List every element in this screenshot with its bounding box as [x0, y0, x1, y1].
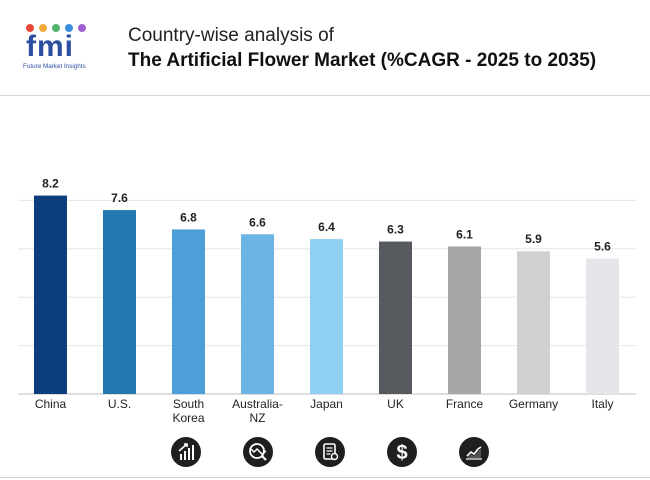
- logo-brand-text: fmi: [26, 30, 74, 63]
- bar-value-label: 5.9: [525, 232, 542, 246]
- x-tick-label: NZ: [250, 411, 266, 425]
- bar-u-s-: [103, 210, 136, 394]
- logo-dot: [26, 24, 34, 32]
- header: fmi Future Market Insights Country-wise …: [0, 0, 650, 95]
- bar-south-korea: [172, 229, 205, 394]
- logo-dot: [78, 24, 86, 32]
- bar-value-label: 6.1: [456, 227, 473, 241]
- footer-icon-row: $: [0, 437, 650, 471]
- bar-value-label: 6.3: [387, 223, 404, 237]
- logo-tagline: Future Market Insights: [23, 63, 86, 70]
- market-analysis-icon: [243, 437, 273, 467]
- bar-germany: [517, 251, 550, 394]
- x-tick-label: UK: [387, 397, 404, 411]
- x-tick-label: Germany: [509, 397, 558, 411]
- x-tick-label: Australia-: [232, 397, 283, 411]
- bar-australia-nz: [241, 234, 274, 394]
- growth-chart-icon: [171, 437, 201, 467]
- logo-dots: [26, 24, 86, 32]
- logo-dot: [52, 24, 60, 32]
- bar-china: [34, 195, 67, 394]
- bar-value-label: 6.6: [249, 215, 266, 229]
- x-tick-label: France: [446, 397, 484, 411]
- fmi-logo: fmi Future Market Insights: [23, 24, 86, 70]
- x-tick-label: Korea: [172, 411, 204, 425]
- dollar-icon: $: [387, 437, 417, 467]
- svg-text:$: $: [396, 442, 407, 464]
- bar-japan: [310, 239, 343, 394]
- bar-value-label: 8.2: [42, 177, 59, 191]
- bar-value-label: 5.6: [594, 239, 611, 253]
- report-document-icon: [315, 437, 345, 467]
- bar-value-label: 6.4: [318, 220, 335, 234]
- trend-line-icon: [459, 437, 489, 467]
- footer-divider: [0, 477, 650, 478]
- header-divider: [0, 95, 650, 96]
- bar-value-label: 7.6: [111, 191, 128, 205]
- chart-title-line1: Country-wise analysis of: [128, 25, 334, 46]
- logo-dot: [65, 24, 73, 32]
- x-tick-label: China: [35, 397, 67, 411]
- x-tick-label: Italy: [591, 397, 613, 411]
- bar-value-label: 6.8: [180, 210, 197, 224]
- x-tick-label: South: [173, 397, 204, 411]
- bar-france: [448, 246, 481, 394]
- logo-dot: [39, 24, 47, 32]
- x-tick-label: U.S.: [108, 397, 131, 411]
- chart-title-line2: The Artificial Flower Market (%CAGR - 20…: [128, 50, 597, 71]
- bar-italy: [586, 258, 619, 394]
- x-tick-label: Japan: [310, 397, 343, 411]
- bar-uk: [379, 241, 412, 394]
